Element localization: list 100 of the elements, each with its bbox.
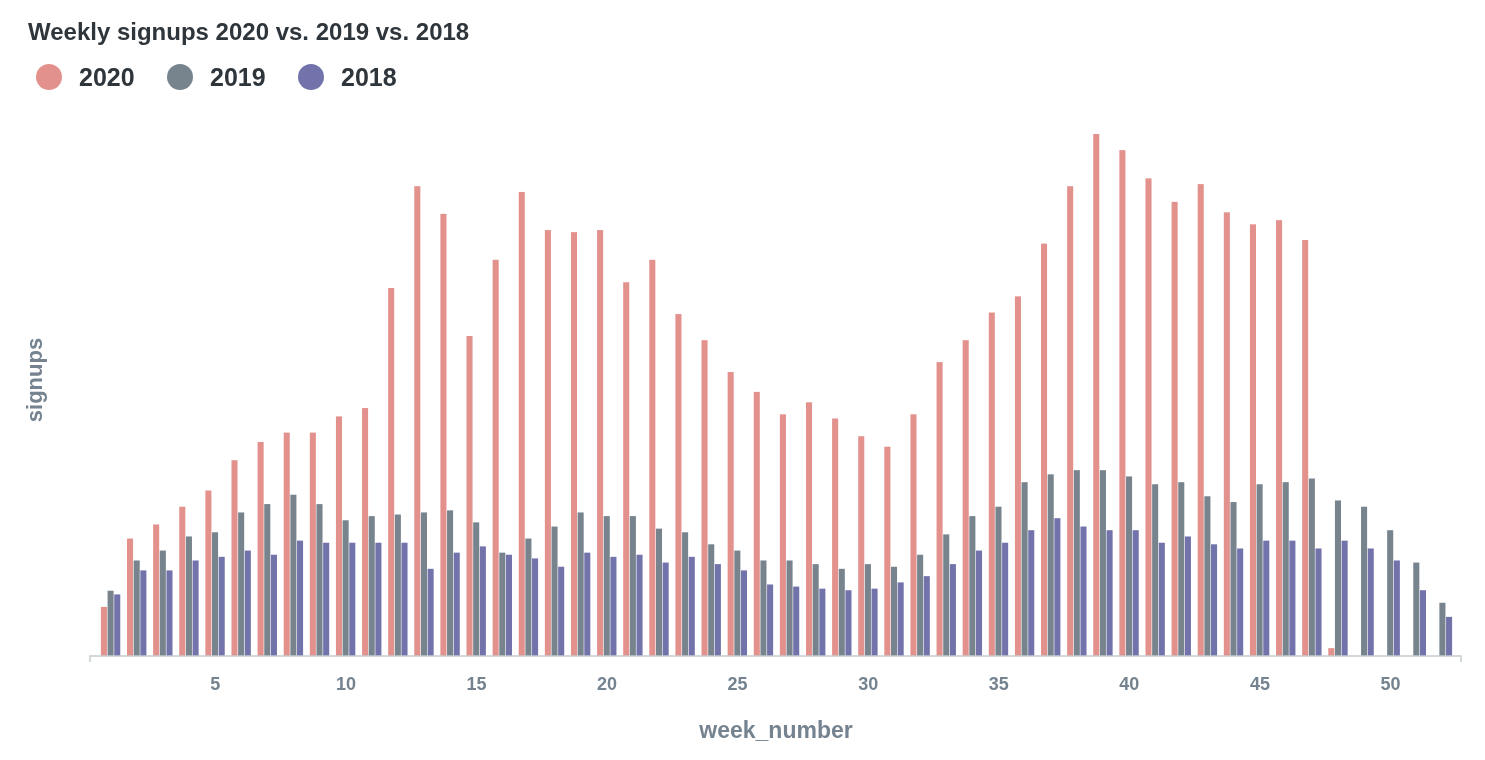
bar xyxy=(244,550,251,656)
bar xyxy=(551,526,558,656)
bar xyxy=(1028,530,1035,656)
bar xyxy=(544,230,551,656)
bar xyxy=(917,554,924,656)
bar xyxy=(1178,482,1185,656)
bar xyxy=(1211,544,1218,656)
bar xyxy=(1334,500,1341,656)
bar xyxy=(1158,542,1165,656)
bar xyxy=(858,436,865,656)
bar xyxy=(349,542,356,656)
bar xyxy=(662,562,669,656)
bar xyxy=(1067,186,1074,656)
bar xyxy=(153,524,160,656)
bar xyxy=(1439,602,1446,656)
bar xyxy=(401,542,408,656)
bar xyxy=(1145,178,1152,656)
bar xyxy=(1256,484,1263,656)
bar xyxy=(1289,540,1296,656)
bar xyxy=(584,552,591,656)
x-tick-label: 45 xyxy=(1249,674,1270,694)
bar xyxy=(714,564,721,656)
bar xyxy=(1419,590,1426,656)
bar xyxy=(518,191,525,656)
bar xyxy=(440,213,447,656)
bar xyxy=(577,512,584,656)
bar xyxy=(1171,201,1178,656)
bar xyxy=(649,259,656,656)
bar xyxy=(1197,184,1204,656)
bar xyxy=(133,560,140,656)
bar xyxy=(740,570,748,656)
bar xyxy=(1393,560,1400,656)
bar xyxy=(734,550,741,656)
bar xyxy=(675,314,682,656)
bar xyxy=(1237,548,1244,656)
bar xyxy=(1204,496,1211,656)
bar xyxy=(270,554,277,656)
bar xyxy=(760,560,767,656)
bar xyxy=(316,504,323,656)
bar xyxy=(1021,482,1028,656)
bar xyxy=(1230,502,1237,656)
bar xyxy=(962,340,969,656)
bar xyxy=(466,336,473,656)
bar xyxy=(114,594,121,656)
bar xyxy=(159,550,166,656)
bar xyxy=(107,590,114,656)
bar xyxy=(629,516,636,656)
bar xyxy=(238,512,245,656)
bar xyxy=(375,542,382,656)
bar xyxy=(610,556,617,656)
bar xyxy=(453,552,460,656)
bar xyxy=(923,576,930,656)
bar xyxy=(1126,476,1133,656)
bar xyxy=(179,506,186,656)
bar xyxy=(793,586,800,656)
bar xyxy=(969,516,976,656)
bar xyxy=(1367,548,1374,656)
bar xyxy=(505,554,512,656)
bar xyxy=(362,408,369,656)
legend-label: 2019 xyxy=(210,63,266,91)
bar xyxy=(1223,212,1230,656)
x-tick-label: 5 xyxy=(210,674,221,694)
bar xyxy=(655,528,663,656)
bar xyxy=(864,564,871,656)
bar xyxy=(1361,506,1368,656)
bar xyxy=(845,590,852,656)
x-tick-label: 20 xyxy=(597,674,618,694)
bar xyxy=(532,558,539,656)
bar xyxy=(388,287,395,656)
bar xyxy=(570,232,578,656)
bar xyxy=(1341,540,1348,656)
bar xyxy=(479,546,486,656)
bar xyxy=(205,490,212,656)
bar xyxy=(185,536,192,656)
bar xyxy=(1073,470,1080,656)
bar xyxy=(1106,530,1113,656)
bar xyxy=(368,516,375,656)
bar xyxy=(473,522,480,656)
bar xyxy=(166,570,173,656)
bar xyxy=(140,570,147,656)
legend-label: 2018 xyxy=(341,63,397,91)
chart-title: Weekly signups 2020 vs. 2019 vs. 2018 xyxy=(28,18,470,45)
bar xyxy=(290,494,297,656)
bar xyxy=(297,540,304,656)
bar xyxy=(1184,536,1191,656)
bar xyxy=(727,372,734,656)
bar xyxy=(975,550,983,656)
bar xyxy=(988,312,995,656)
y-axis-title: signups xyxy=(22,337,47,423)
bar xyxy=(812,564,819,656)
bar xyxy=(871,588,878,656)
bar xyxy=(335,416,342,656)
bar xyxy=(1119,150,1126,656)
bar xyxy=(884,446,891,656)
bar xyxy=(1132,530,1139,656)
bar xyxy=(1276,220,1283,656)
bar xyxy=(1282,482,1289,656)
bar xyxy=(1099,470,1106,656)
bar xyxy=(1093,134,1100,656)
x-tick-label: 50 xyxy=(1380,674,1401,694)
